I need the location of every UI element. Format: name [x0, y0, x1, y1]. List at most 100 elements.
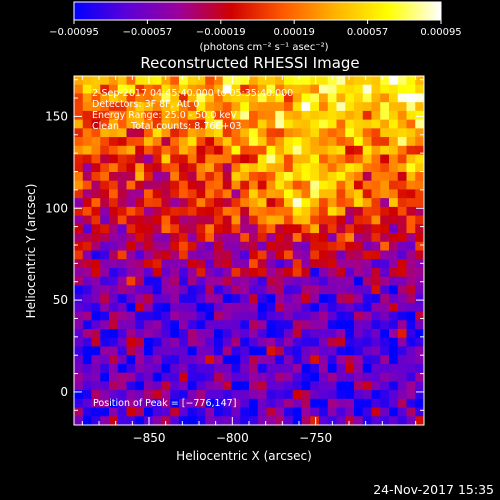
heatmap-pixel [319, 102, 329, 112]
heatmap-pixel [222, 163, 232, 173]
heatmap-pixel [100, 337, 110, 347]
heatmap-pixel [117, 145, 127, 155]
heatmap-pixel [144, 320, 154, 330]
heatmap-pixel [100, 154, 110, 164]
heatmap-pixel [319, 250, 329, 260]
heatmap-pixel [82, 329, 92, 339]
heatmap-pixel [231, 302, 241, 312]
heatmap-pixel [240, 84, 250, 94]
heatmap-pixel [222, 320, 232, 330]
heatmap-pixel [284, 137, 294, 147]
heatmap-pixel [187, 241, 197, 251]
heatmap-pixel [249, 137, 259, 147]
heatmap-pixel [319, 372, 329, 382]
heatmap-pixel [240, 337, 250, 347]
heatmap-pixel [170, 224, 180, 234]
heatmap-pixel [109, 250, 119, 260]
heatmap-pixel [275, 189, 285, 199]
heatmap-pixel [292, 250, 302, 260]
heatmap-pixel [179, 337, 189, 347]
heatmap-pixel [266, 320, 276, 330]
heatmap-pixel [135, 206, 145, 217]
heatmap-pixel [91, 337, 101, 347]
heatmap-pixel [257, 398, 267, 408]
heatmap-pixel [327, 119, 337, 129]
heatmap-pixel [301, 337, 311, 347]
heatmap-pixel [327, 224, 337, 234]
colorbar-tick-label: −0.00057 [123, 27, 173, 38]
heatmap-pixel [371, 302, 381, 312]
heatmap-pixel [362, 355, 372, 365]
heatmap-pixel [222, 137, 232, 147]
heatmap-pixel [205, 154, 215, 164]
heatmap-pixel [415, 276, 425, 286]
heatmap-pixel [380, 171, 390, 182]
heatmap-pixel [91, 198, 101, 208]
heatmap-pixel [310, 407, 320, 417]
heatmap-pixel [415, 145, 425, 155]
heatmap-pixel [397, 267, 407, 278]
heatmap-pixel [406, 407, 416, 417]
heatmap-pixel [319, 84, 329, 94]
heatmap-pixel [275, 224, 285, 234]
heatmap-pixel [415, 337, 425, 347]
heatmap-pixel [126, 215, 136, 225]
heatmap-pixel [336, 259, 346, 269]
heatmap-pixel [257, 241, 267, 251]
heatmap-pixel [109, 337, 119, 347]
heatmap-pixel [249, 241, 259, 251]
heatmap-pixel [196, 320, 206, 330]
heatmap-pixel [91, 398, 101, 408]
heatmap-pixel [415, 84, 425, 94]
heatmap-pixel [91, 390, 101, 400]
heatmap-pixel [257, 363, 267, 374]
heatmap-pixel [319, 355, 329, 365]
heatmap-pixel [397, 110, 407, 121]
heatmap-pixel [249, 259, 259, 269]
heatmap-pixel [406, 215, 416, 225]
heatmap-pixel [100, 189, 110, 199]
heatmap-pixel [275, 302, 285, 312]
heatmap-pixel [74, 145, 84, 155]
heatmap-pixel [179, 102, 189, 112]
heatmap-pixel [205, 320, 215, 330]
heatmap-pixel [301, 137, 311, 147]
heatmap-pixel [161, 381, 171, 391]
heatmap-pixel [249, 93, 259, 103]
heatmap-pixel [275, 180, 285, 190]
heatmap-pixel [249, 215, 259, 225]
heatmap-pixel [249, 189, 259, 199]
heatmap-pixel [179, 259, 189, 269]
heatmap-pixel [187, 224, 197, 234]
heatmap-pixel [144, 241, 154, 251]
heatmap-pixel [284, 329, 294, 339]
heatmap-pixel [354, 363, 364, 374]
heatmap-pixel [82, 145, 92, 155]
heatmap-pixel [397, 241, 407, 251]
heatmap-pixel [100, 407, 110, 417]
heatmap-pixel [100, 390, 110, 400]
heatmap-pixel [126, 363, 136, 374]
heatmap-pixel [196, 76, 206, 86]
heatmap-pixel [362, 407, 372, 417]
heatmap-pixel [91, 233, 101, 243]
heatmap-pixel [336, 163, 346, 173]
heatmap-pixel [117, 215, 127, 225]
heatmap-pixel [240, 363, 250, 374]
heatmap-pixel [415, 206, 425, 217]
heatmap-pixel [397, 137, 407, 147]
heatmap-pixel [179, 372, 189, 382]
heatmap-pixel [345, 363, 355, 374]
heatmap-pixel [74, 224, 84, 234]
heatmap-pixel [152, 372, 162, 382]
heatmap-pixel [109, 363, 119, 374]
heatmap-pixel [310, 198, 320, 208]
heatmap-pixel [214, 137, 224, 147]
heatmap-pixel [187, 180, 197, 190]
heatmap-pixel [74, 233, 84, 243]
heatmap-pixel [362, 241, 372, 251]
heatmap-pixel [205, 355, 215, 365]
x-tick-label: −800 [216, 431, 249, 445]
heatmap-pixel [371, 320, 381, 330]
heatmap-pixel [371, 241, 381, 251]
